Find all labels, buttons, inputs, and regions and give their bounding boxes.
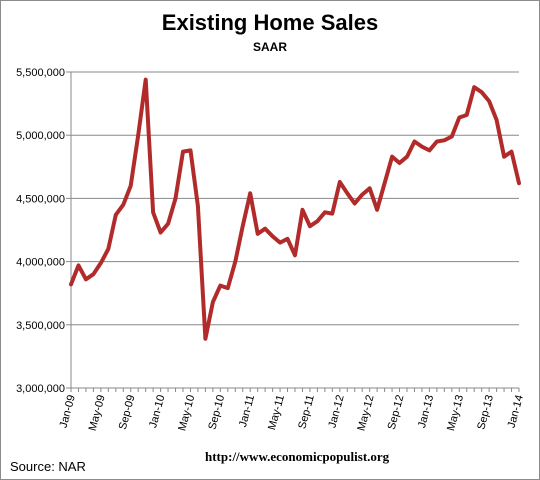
data-point <box>323 210 327 214</box>
data-point <box>248 191 252 195</box>
data-point <box>293 253 297 257</box>
y-tick-label: 5,000,000 <box>16 130 65 142</box>
data-point <box>472 85 476 89</box>
data-point <box>106 247 110 251</box>
data-point <box>84 277 88 281</box>
data-point <box>263 227 267 231</box>
chart-subtitle: SAAR <box>252 40 287 54</box>
data-point <box>368 186 372 190</box>
data-point <box>166 222 170 226</box>
data-point <box>510 150 514 154</box>
x-tick-label: Jan-12 <box>326 394 346 430</box>
data-point <box>136 133 140 137</box>
data-point <box>241 224 245 228</box>
data-point <box>487 99 491 103</box>
data-point <box>271 234 275 238</box>
data-point <box>375 208 379 212</box>
x-tick-label: May-13 <box>445 394 466 433</box>
y-tick-labels: 3,000,000 3,500,000 4,000,000 4,500,000 5,00… <box>16 67 65 395</box>
data-point <box>502 155 506 159</box>
data-point <box>450 134 454 138</box>
x-tick-label: Sep-11 <box>296 394 317 431</box>
data-point <box>196 204 200 208</box>
data-point <box>233 260 237 264</box>
data-point <box>76 263 80 267</box>
x-tick-label: Jan-13 <box>416 394 436 430</box>
data-point <box>99 261 103 265</box>
series-layer <box>69 77 521 341</box>
data-point <box>315 219 319 223</box>
data-point <box>151 210 155 214</box>
data-point <box>129 184 133 188</box>
data-point <box>360 193 364 197</box>
x-tick-label: Jan-14 <box>506 394 526 430</box>
data-point <box>517 181 521 185</box>
data-point <box>427 148 431 152</box>
y-tick-label: 5,500,000 <box>16 67 65 79</box>
data-point <box>211 300 215 304</box>
data-point <box>91 272 95 276</box>
source-url: http://www.economicpopulist.org <box>205 449 390 464</box>
data-point <box>278 241 282 245</box>
x-tick-label: Jan-09 <box>58 394 78 430</box>
y-tick-label: 3,000,000 <box>16 383 65 395</box>
data-point <box>69 282 73 286</box>
data-point <box>181 150 185 154</box>
x-tick-label: May-12 <box>355 394 376 433</box>
data-point <box>435 140 439 144</box>
grid-lines <box>71 71 519 326</box>
y-tick-label: 4,000,000 <box>16 257 65 269</box>
data-point <box>405 155 409 159</box>
data-point <box>188 148 192 152</box>
series-line <box>69 77 521 341</box>
data-point <box>330 212 334 216</box>
data-point <box>480 90 484 94</box>
data-point <box>345 191 349 195</box>
data-point <box>495 118 499 122</box>
data-point <box>203 337 207 341</box>
y-tick-label: 4,500,000 <box>16 193 65 205</box>
data-point <box>226 286 230 290</box>
x-tick-label: Jan-11 <box>237 394 257 429</box>
data-point <box>300 208 304 212</box>
data-point <box>390 155 394 159</box>
data-point <box>398 161 402 165</box>
data-point <box>218 284 222 288</box>
data-point <box>338 180 342 184</box>
data-point <box>383 181 387 185</box>
data-point <box>457 116 461 120</box>
y-tick-label: 3,500,000 <box>16 320 65 332</box>
data-point <box>412 140 416 144</box>
data-point <box>442 138 446 142</box>
x-tick-label: Jan-10 <box>147 394 167 430</box>
x-tick-label: Sep-13 <box>475 394 496 431</box>
source-label: Source: NAR <box>10 459 86 474</box>
data-point <box>465 113 469 117</box>
data-point <box>144 78 148 82</box>
axes <box>66 71 520 392</box>
chart-title: Existing Home Sales <box>161 10 379 35</box>
x-tick-label: Sep-10 <box>206 394 227 431</box>
data-point <box>286 237 290 241</box>
x-tick-labels: Jan-09 May-09 Sep-09 Jan-10 May-10 Sep-10 Jan-… <box>58 394 526 433</box>
data-point <box>114 213 118 217</box>
data-point <box>256 232 260 236</box>
data-point <box>159 231 163 235</box>
x-tick-label: May-11 <box>266 394 287 432</box>
data-point <box>353 201 357 205</box>
data-point <box>420 145 424 149</box>
x-tick-label: Sep-09 <box>117 394 138 431</box>
x-tick-label: May-10 <box>176 394 197 433</box>
data-point <box>308 224 312 228</box>
data-point <box>174 196 178 200</box>
data-point <box>121 203 125 207</box>
x-tick-label: Sep-12 <box>386 394 407 431</box>
x-tick-label: May-09 <box>87 394 108 433</box>
